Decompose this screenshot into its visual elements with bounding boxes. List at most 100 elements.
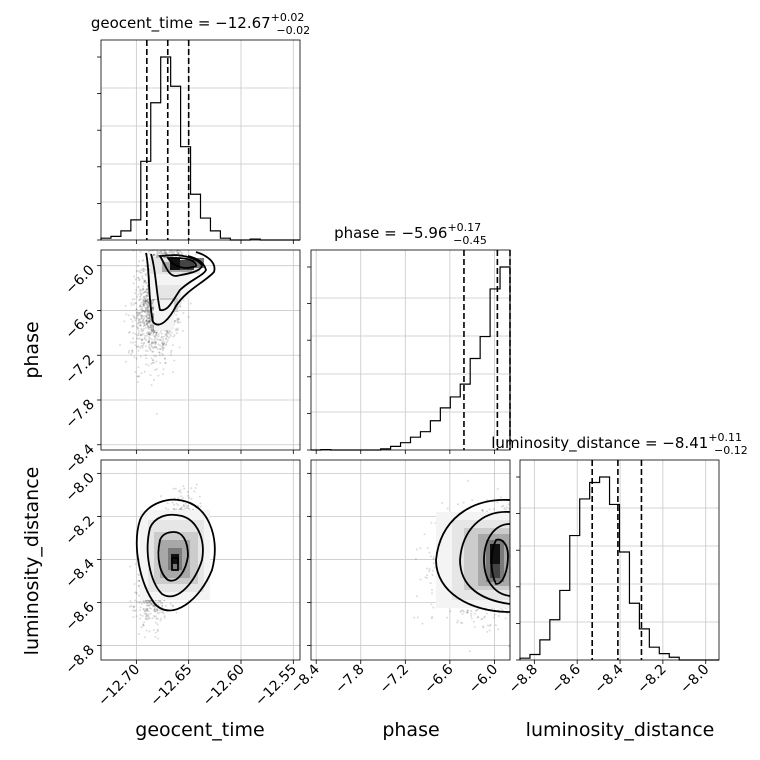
scatter-point (138, 291, 141, 294)
scatter-point (139, 305, 142, 308)
scatter-point (157, 637, 160, 640)
scatter-point (136, 380, 139, 383)
scatter-point (142, 325, 145, 328)
scatter-point (144, 354, 147, 357)
scatter-point (142, 303, 145, 306)
scatter-point (139, 617, 142, 620)
scatter-point (146, 308, 149, 311)
scatter-point (171, 371, 174, 374)
scatter-point (152, 327, 155, 330)
scatter-point (136, 313, 139, 316)
panel-frame (519, 459, 720, 661)
scatter-point (139, 269, 142, 272)
scatter-point (143, 270, 146, 273)
scatter-point (147, 613, 150, 616)
scatter-point (183, 487, 186, 490)
scatter-point (147, 304, 150, 307)
scatter-point (137, 329, 140, 332)
scatter-point (139, 318, 142, 321)
scatter-point (142, 322, 145, 325)
scatter-point (190, 498, 193, 501)
scatter-point (176, 328, 179, 331)
scatter-point (179, 250, 182, 253)
scatter-point (159, 338, 162, 341)
scatter-point (163, 251, 166, 254)
scatter-point (174, 249, 177, 252)
scatter-point (165, 332, 168, 335)
scatter-point (176, 318, 179, 321)
scatter-point (129, 565, 132, 568)
scatter-point (161, 342, 164, 345)
scatter-point (152, 253, 155, 256)
scatter-point (136, 327, 139, 330)
scatter-point (188, 507, 191, 510)
scatter-point (139, 337, 142, 340)
scatter-point (154, 331, 157, 334)
scatter-point (140, 342, 143, 345)
scatter-point (162, 342, 165, 345)
scatter-point (154, 339, 157, 342)
scatter-point (147, 328, 150, 331)
scatter-point (136, 345, 139, 348)
scatter-point (133, 302, 136, 305)
scatter-point (187, 315, 190, 318)
scatter-point (173, 319, 176, 322)
scatter-point (142, 600, 145, 603)
scatter-point (155, 331, 158, 334)
scatter-point (145, 357, 148, 360)
scatter-point (143, 301, 146, 304)
scatter-point (139, 324, 142, 327)
scatter-point (147, 333, 150, 336)
scatter-point (143, 303, 146, 306)
scatter-point (156, 254, 159, 257)
scatter-point (155, 368, 158, 371)
scatter-point (138, 312, 141, 315)
scatter-point (145, 332, 148, 335)
scatter-point (152, 341, 155, 344)
scatter-point (153, 253, 156, 256)
histogram-step (311, 266, 511, 451)
scatter-point (140, 344, 143, 347)
scatter-point (144, 300, 147, 303)
scatter-point (156, 610, 159, 613)
scatter-point (161, 604, 164, 607)
scatter-point (148, 312, 151, 315)
scatter-point (138, 318, 141, 321)
scatter-point (145, 282, 148, 285)
scatter-point (127, 351, 130, 354)
scatter-point (139, 355, 142, 358)
scatter-point (150, 357, 153, 360)
scatter-point (137, 331, 140, 334)
scatter-point (161, 253, 164, 256)
scatter-point (144, 345, 147, 348)
scatter-point (147, 615, 150, 618)
scatter-point (141, 287, 144, 290)
scatter-point (141, 346, 144, 349)
scatter-point (137, 345, 140, 348)
scatter-point (139, 334, 142, 337)
scatter-point (154, 621, 157, 624)
scatter-point (149, 600, 152, 603)
scatter-point (147, 317, 150, 320)
scatter-point (138, 295, 141, 298)
scatter-point (145, 294, 148, 297)
scatter-point (137, 633, 140, 636)
scatter-point (177, 251, 180, 254)
scatter-point (160, 345, 163, 348)
scatter-point (143, 301, 146, 304)
scatter-point (154, 336, 157, 339)
scatter-point (142, 291, 145, 294)
scatter-point (161, 252, 164, 255)
scatter-point (152, 330, 155, 333)
scatter-point (137, 264, 140, 267)
scatter-point (195, 483, 198, 486)
scatter-point (153, 378, 156, 381)
scatter-point (162, 373, 165, 376)
hist-panel-phase (307, 249, 511, 454)
scatter-point (124, 304, 127, 307)
scatter-point (174, 320, 177, 323)
scatter-point (145, 300, 148, 303)
scatter-point (157, 343, 160, 346)
scatter-point (136, 323, 139, 326)
scatter-point (148, 308, 151, 311)
